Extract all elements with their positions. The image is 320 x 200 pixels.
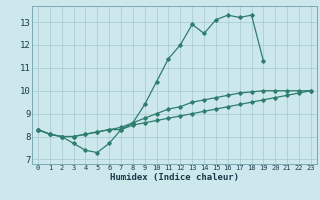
X-axis label: Humidex (Indice chaleur): Humidex (Indice chaleur) (110, 173, 239, 182)
